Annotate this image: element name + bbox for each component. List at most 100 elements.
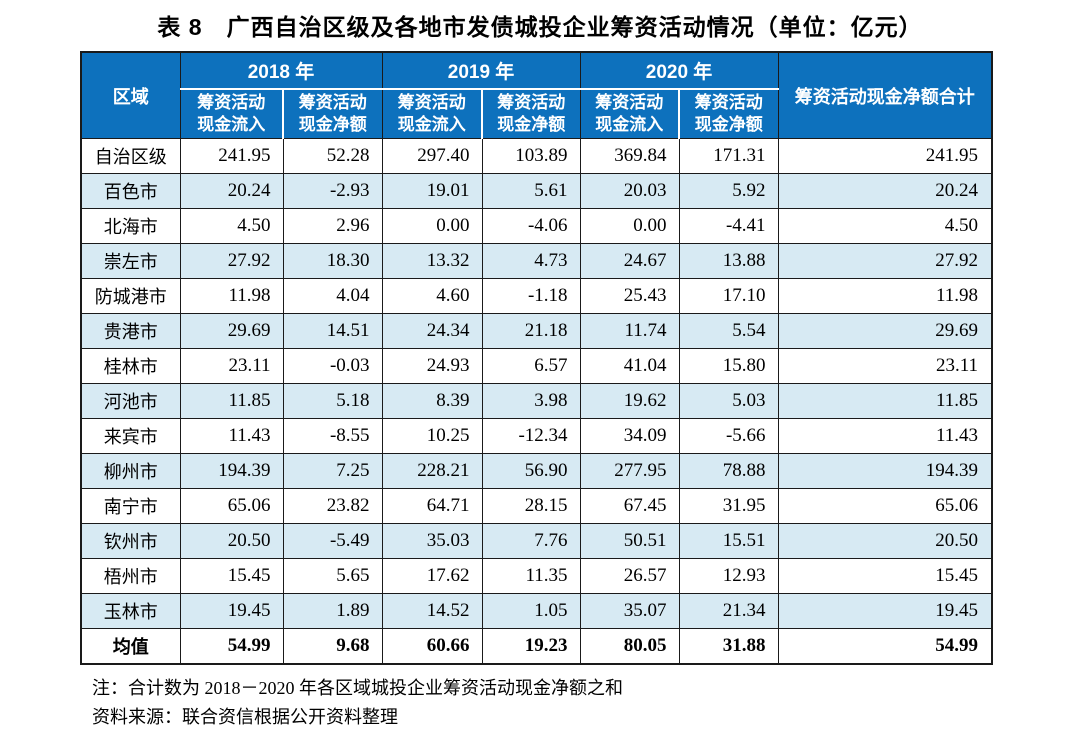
value-cell: 15.45 xyxy=(777,558,993,594)
header-line: 现金流入 xyxy=(595,115,664,134)
value-cell: 19.62 xyxy=(579,383,680,419)
value-cell: 27.92 xyxy=(179,243,284,279)
source-line: 资料来源：联合资信根据公开资料整理 xyxy=(92,706,398,727)
value-cell: 6.57 xyxy=(481,348,581,384)
table-row: 桂林市 23.11 -0.03 24.93 6.57 41.04 15.80 23.11 xyxy=(80,348,993,384)
header-2018-net: 筹资活动 现金净额 xyxy=(281,88,383,139)
value-cell: 5.03 xyxy=(678,383,779,419)
value-cell: 4.50 xyxy=(777,208,993,244)
header-year-2020: 2020 年 xyxy=(579,51,779,90)
value-cell: 2.96 xyxy=(282,208,383,244)
header-line: 现金净额 xyxy=(298,115,367,134)
value-cell: 17.62 xyxy=(381,558,483,594)
value-cell: 5.92 xyxy=(678,173,779,209)
value-cell: 7.76 xyxy=(481,523,581,559)
value-cell: 17.10 xyxy=(678,278,779,314)
value-cell: 11.43 xyxy=(777,418,993,454)
value-cell: 5.65 xyxy=(282,558,383,594)
table-row: 贵港市 29.69 14.51 24.34 21.18 11.74 5.54 29.69 xyxy=(80,313,993,349)
table-body: 自治区级 241.95 52.28 297.40 103.89 369.84 171.31 2… xyxy=(80,138,993,664)
value-cell: 5.54 xyxy=(678,313,779,349)
value-cell: 369.84 xyxy=(579,138,680,174)
value-cell: 1.89 xyxy=(282,593,383,629)
value-cell: 9.68 xyxy=(282,628,383,664)
value-cell: 12.93 xyxy=(678,558,779,594)
value-cell: 20.24 xyxy=(179,173,284,209)
table-row: 来宾市 11.43 -8.55 10.25 -12.34 34.09 -5.66 11.43 xyxy=(80,418,993,454)
header-line: 现金流入 xyxy=(397,115,466,134)
header-line: 筹资活动 xyxy=(595,93,664,112)
region-cell: 桂林市 xyxy=(80,348,181,384)
header-line: 筹资活动 xyxy=(298,93,367,112)
value-cell: 13.32 xyxy=(381,243,483,279)
region-cell: 河池市 xyxy=(80,383,181,419)
value-cell: 0.00 xyxy=(381,208,483,244)
value-cell: 11.35 xyxy=(481,558,581,594)
value-cell: 23.82 xyxy=(282,488,383,524)
value-cell: 7.25 xyxy=(282,453,383,489)
value-cell: 23.11 xyxy=(179,348,284,384)
table-row: 南宁市 65.06 23.82 64.71 28.15 67.45 31.95 65.06 xyxy=(80,488,993,524)
value-cell: 65.06 xyxy=(179,488,284,524)
table-row: 防城港市 11.98 4.04 4.60 -1.18 25.43 17.10 11.98 xyxy=(80,278,993,314)
region-cell: 钦州市 xyxy=(80,523,181,559)
value-cell: 5.61 xyxy=(481,173,581,209)
value-cell: -5.49 xyxy=(282,523,383,559)
value-cell: 0.00 xyxy=(579,208,680,244)
header-line: 筹资活动 xyxy=(497,93,566,112)
table-row: 柳州市 194.39 7.25 228.21 56.90 277.95 78.88 194.3… xyxy=(80,453,993,489)
value-cell: 23.11 xyxy=(777,348,993,384)
value-cell: 15.80 xyxy=(678,348,779,384)
header-2020-inflow: 筹资活动 现金流入 xyxy=(579,88,681,139)
table-row: 崇左市 27.92 18.30 13.32 4.73 24.67 13.88 27.92 xyxy=(80,243,993,279)
table-row: 北海市 4.50 2.96 0.00 -4.06 0.00 -4.41 4.50 xyxy=(80,208,993,244)
table-row: 玉林市 19.45 1.89 14.52 1.05 35.07 21.34 19.45 xyxy=(80,593,993,629)
header-line: 现金流入 xyxy=(197,115,266,134)
header-region: 区域 xyxy=(80,51,181,139)
table-row: 河池市 11.85 5.18 8.39 3.98 19.62 5.03 11.85 xyxy=(80,383,993,419)
header-2020-net: 筹资活动 现金净额 xyxy=(678,88,779,139)
value-cell: 50.51 xyxy=(579,523,680,559)
header-2018-inflow: 筹资活动 现金流入 xyxy=(179,88,284,139)
value-cell: 60.66 xyxy=(381,628,483,664)
financing-table-container: 区域 2018 年 2019 年 2020 年 筹资活动现金净额合计 筹资活动 … xyxy=(80,51,1080,665)
region-cell: 柳州市 xyxy=(80,453,181,489)
value-cell: 11.98 xyxy=(777,278,993,314)
value-cell: 3.98 xyxy=(481,383,581,419)
value-cell: -1.18 xyxy=(481,278,581,314)
table-header: 区域 2018 年 2019 年 2020 年 筹资活动现金净额合计 筹资活动 … xyxy=(80,51,993,139)
region-cell: 梧州市 xyxy=(80,558,181,594)
value-cell: 11.85 xyxy=(777,383,993,419)
table-row: 自治区级 241.95 52.28 297.40 103.89 369.84 171.31 2… xyxy=(80,138,993,174)
region-cell: 防城港市 xyxy=(80,278,181,314)
value-cell: 241.95 xyxy=(179,138,284,174)
header-line: 筹资活动 xyxy=(694,93,763,112)
value-cell: 11.98 xyxy=(179,278,284,314)
value-cell: 31.88 xyxy=(678,628,779,664)
value-cell: 4.60 xyxy=(381,278,483,314)
value-cell: 52.28 xyxy=(282,138,383,174)
value-cell: 4.04 xyxy=(282,278,383,314)
value-cell: -2.93 xyxy=(282,173,383,209)
value-cell: 11.74 xyxy=(579,313,680,349)
table-notes: 注：合计数为 2018－2020 年各区域城投企业筹资活动现金净额之和 资料来源… xyxy=(92,674,1080,732)
value-cell: 277.95 xyxy=(579,453,680,489)
region-cell: 北海市 xyxy=(80,208,181,244)
value-cell: 20.24 xyxy=(777,173,993,209)
value-cell: 80.05 xyxy=(579,628,680,664)
table-title: 表 8 广西自治区级及各地市发债城投企业筹资活动情况（单位：亿元） xyxy=(157,14,923,40)
header-year-2018: 2018 年 xyxy=(179,51,383,90)
value-cell: 21.34 xyxy=(678,593,779,629)
value-cell: 31.95 xyxy=(678,488,779,524)
value-cell: 78.88 xyxy=(678,453,779,489)
value-cell: 15.51 xyxy=(678,523,779,559)
region-cell: 百色市 xyxy=(80,173,181,209)
value-cell: 64.71 xyxy=(381,488,483,524)
region-cell: 玉林市 xyxy=(80,593,181,629)
table-row: 梧州市 15.45 5.65 17.62 11.35 26.57 12.93 15.45 xyxy=(80,558,993,594)
value-cell: 171.31 xyxy=(678,138,779,174)
value-cell: 19.23 xyxy=(481,628,581,664)
value-cell: 4.50 xyxy=(179,208,284,244)
value-cell: 20.03 xyxy=(579,173,680,209)
value-cell: 54.99 xyxy=(777,628,993,664)
